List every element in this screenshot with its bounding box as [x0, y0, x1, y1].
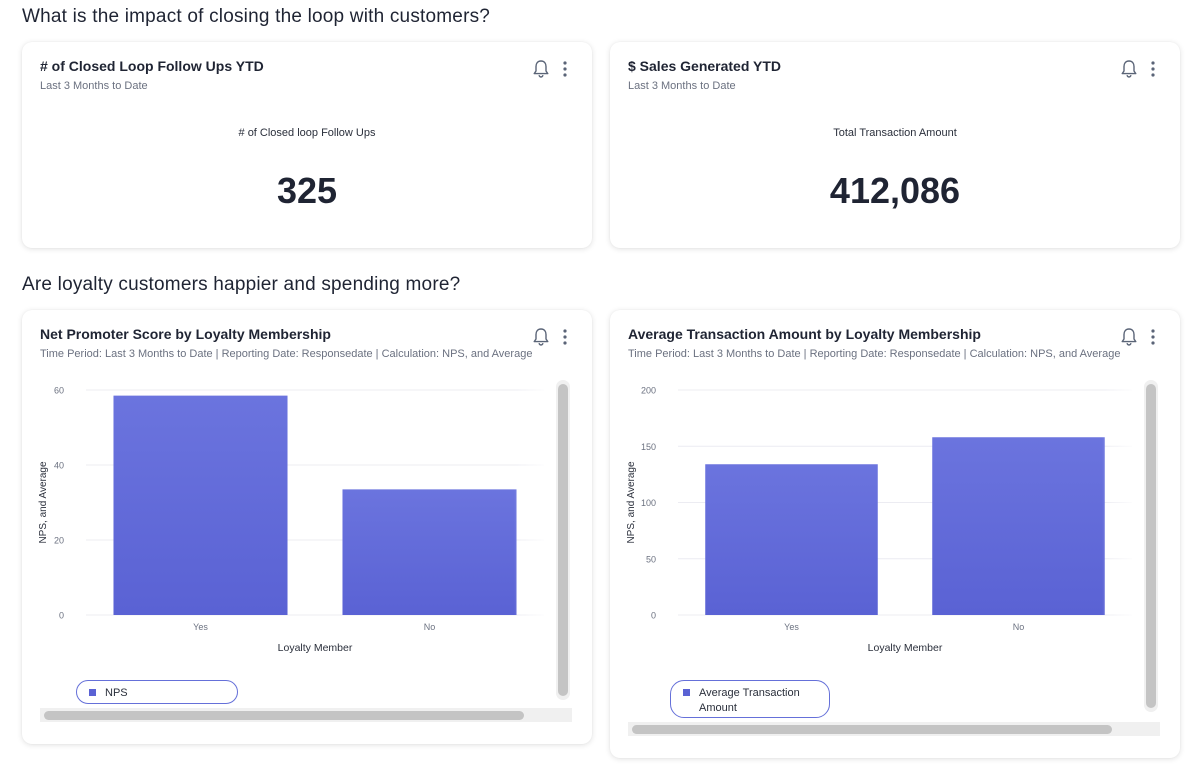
y-tick-label: 100: [641, 498, 656, 508]
metric-value: 325: [276, 170, 338, 211]
nps-by-loyalty-card: Net Promoter Score by Loyalty Membership…: [22, 310, 592, 744]
y-axis-label: NPS, and Average: [38, 461, 49, 544]
x-tick-label: Yes: [784, 622, 799, 632]
legend-item-nps[interactable]: NPS: [76, 680, 238, 704]
bell-icon[interactable]: [532, 327, 550, 347]
more-options-icon[interactable]: [560, 60, 570, 78]
section-title-closing-loop: What is the impact of closing the loop w…: [22, 6, 491, 27]
vertical-scrollbar[interactable]: [1144, 380, 1158, 712]
legend-label: NPS: [105, 687, 128, 699]
card-title: # of Closed Loop Follow Ups YTD: [40, 58, 264, 74]
card-subtitle: Last 3 Months to Date: [628, 80, 736, 92]
card-title: $ Sales Generated YTD: [628, 58, 782, 74]
y-tick-label: 0: [651, 611, 656, 621]
closed-loop-followups-card: # of Closed Loop Follow Ups YTD Last 3 M…: [22, 42, 592, 248]
x-tick-label: No: [1013, 622, 1025, 632]
card-title: Average Transaction Amount by Loyalty Me…: [628, 326, 981, 342]
y-tick-label: 20: [54, 536, 64, 546]
bell-icon[interactable]: [1120, 59, 1138, 79]
horizontal-scrollbar[interactable]: [628, 722, 1160, 736]
card-title: Net Promoter Score by Loyalty Membership: [40, 326, 331, 342]
legend-swatch: [89, 689, 96, 696]
scroll-fade: [1102, 380, 1134, 617]
more-options-icon[interactable]: [1148, 328, 1158, 346]
legend-item-avg-transaction[interactable]: Average Transaction Amount: [670, 680, 830, 718]
bar-yes: [113, 395, 288, 615]
bell-icon[interactable]: [1120, 327, 1138, 347]
nps-bar-chart: 0 20 40 60 Yes No Loyalty Member NPS, and Avera…: [38, 380, 546, 654]
x-axis-label: Loyalty Member: [868, 642, 943, 654]
vertical-scrollbar[interactable]: [556, 380, 570, 700]
more-options-icon[interactable]: [560, 328, 570, 346]
section-title-loyalty: Are loyalty customers happier and spendi…: [22, 274, 461, 295]
x-tick-label: No: [424, 622, 436, 632]
legend-swatch: [683, 689, 690, 696]
legend-label-line2: Amount: [699, 702, 737, 714]
y-tick-label: 0: [59, 611, 64, 621]
y-axis-label: NPS, and Average: [626, 461, 637, 544]
y-tick-label: 50: [646, 554, 656, 564]
bar-no: [932, 437, 1105, 615]
avg-transaction-bar-chart: 0 50 100 150 200 Yes No Loyalty Member NPS, and …: [626, 380, 1134, 654]
horizontal-scrollbar[interactable]: [40, 708, 572, 722]
bell-icon[interactable]: [532, 59, 550, 79]
bar-yes: [705, 464, 878, 615]
y-tick-label: 200: [641, 386, 656, 396]
card-subtitle: Last 3 Months to Date: [40, 80, 148, 92]
x-axis-label: Loyalty Member: [278, 642, 353, 654]
x-tick-label: Yes: [193, 622, 208, 632]
scroll-fade: [514, 380, 546, 617]
bar-no: [342, 489, 517, 615]
metric-label: # of Closed loop Follow Ups: [238, 127, 376, 139]
more-options-icon[interactable]: [1148, 60, 1158, 78]
avg-transaction-by-loyalty-card: Average Transaction Amount by Loyalty Me…: [610, 310, 1180, 758]
y-tick-label: 40: [54, 461, 64, 471]
card-subtitle: Time Period: Last 3 Months to Date | Rep…: [40, 348, 533, 360]
y-tick-label: 150: [641, 442, 656, 452]
legend-label-line1: Average Transaction: [699, 687, 800, 699]
y-tick-label: 60: [54, 386, 64, 396]
metric-label: Total Transaction Amount: [833, 127, 957, 139]
sales-generated-card: $ Sales Generated YTD Last 3 Months to D…: [610, 42, 1180, 248]
card-subtitle: Time Period: Last 3 Months to Date | Rep…: [628, 348, 1121, 360]
metric-value: 412,086: [829, 170, 961, 211]
